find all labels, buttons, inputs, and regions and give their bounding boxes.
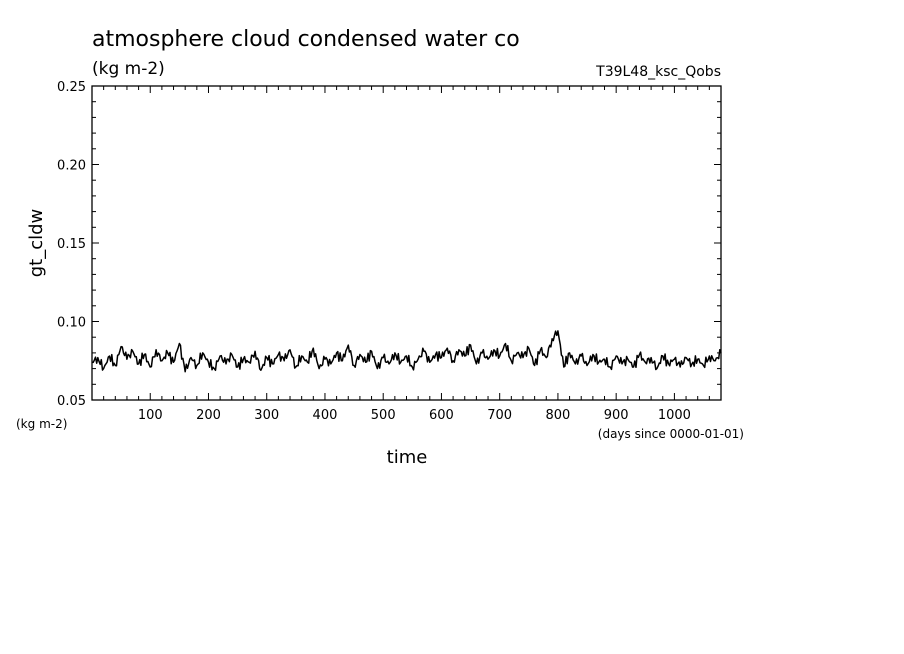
x-tick-label: 900 <box>604 408 629 423</box>
x-tick-label: 500 <box>371 408 396 423</box>
plot-frame <box>91 85 722 401</box>
x-axis-label: time <box>387 447 428 468</box>
y-tick-label: 0.10 <box>57 316 86 331</box>
x-tick-label: 700 <box>487 408 512 423</box>
experiment-name: T39L48_ksc_Qobs <box>595 64 721 80</box>
series-line-gt-cldw <box>91 330 722 373</box>
x-tick-label: 300 <box>254 408 279 423</box>
y-axis-label: gt_cldw <box>26 209 47 278</box>
x-tick-label: 800 <box>546 408 571 423</box>
x-tick-label: 600 <box>429 408 454 423</box>
x-tick-label: 1000 <box>658 408 691 423</box>
x-tick-label: 100 <box>138 408 163 423</box>
x-tick-label: 200 <box>196 408 221 423</box>
y-tick-label: 0.20 <box>57 159 86 174</box>
y-tick-label: 0.25 <box>57 80 86 95</box>
y-axis-units: (kg m-2) <box>16 417 67 431</box>
y-tick-label: 0.05 <box>57 394 86 409</box>
y-tick-label: 0.15 <box>57 237 86 252</box>
tick-marks <box>92 86 721 400</box>
x-axis-units: (days since 0000-01-01) <box>598 427 744 441</box>
x-tick-label: 400 <box>313 408 338 423</box>
tick-labels: 100 200 300 400 500 600 700 800 900 1000 0.05 0.10 0… <box>57 80 691 423</box>
chart-title: atmosphere cloud condensed water co <box>92 27 520 52</box>
chart-units: (kg m-2) <box>92 59 165 79</box>
